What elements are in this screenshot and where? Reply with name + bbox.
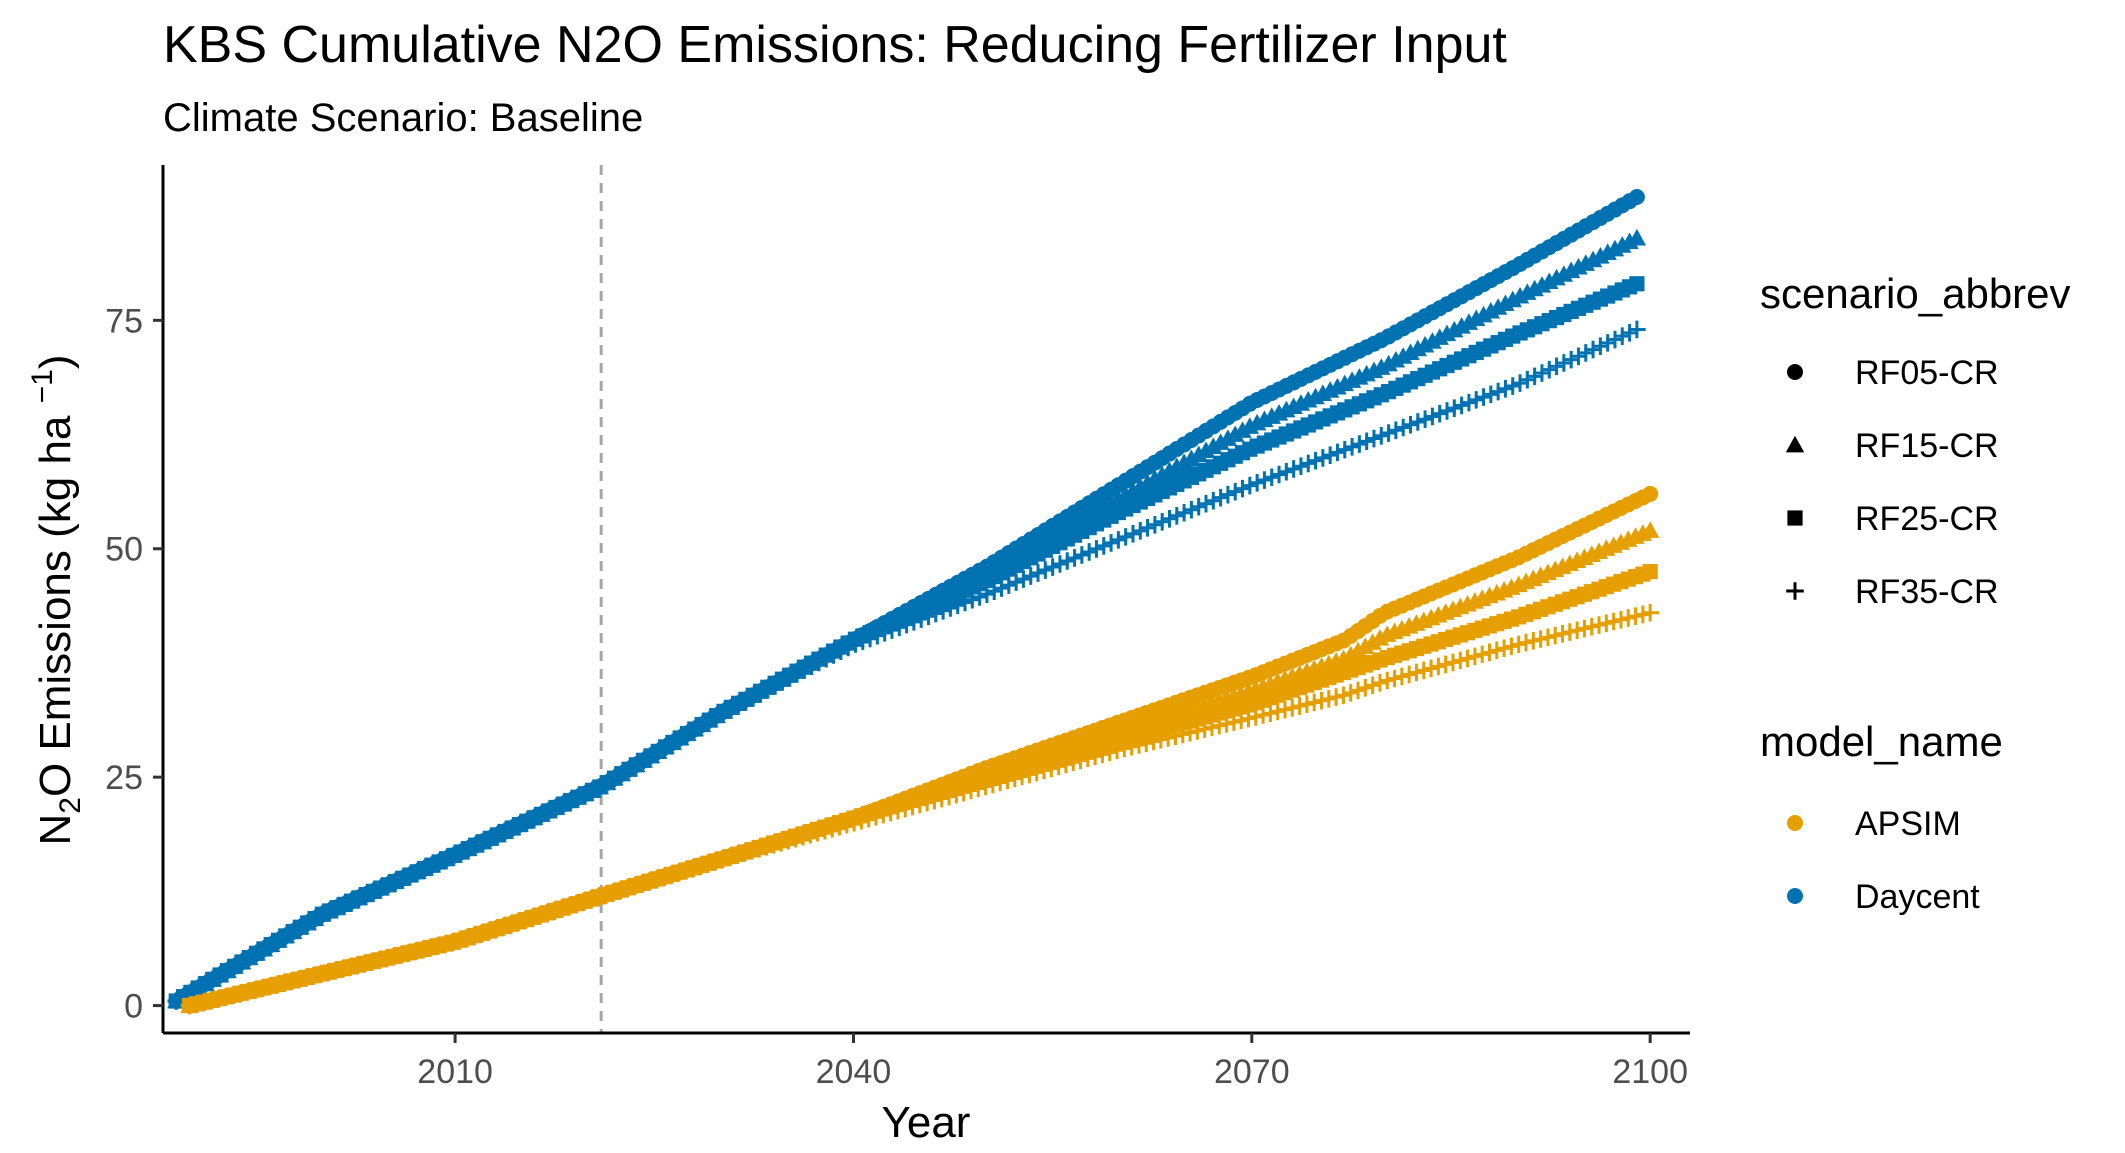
y-tick-label: 0 xyxy=(124,988,143,1026)
legend-model: model_name APSIM Daycent xyxy=(1760,718,2003,916)
y-tick-label: 25 xyxy=(105,759,143,797)
chart-title: KBS Cumulative N2O Emissions: Reducing F… xyxy=(163,16,1507,74)
y-axis-title-main: O Emissions (kg ha xyxy=(31,403,80,797)
legend-key-circle xyxy=(1787,888,1803,904)
legend-label: RF35-CR xyxy=(1855,573,1999,611)
x-tick-label: 2010 xyxy=(417,1053,493,1091)
series-apsim-rf35-cr xyxy=(180,603,1659,1015)
data-point xyxy=(1356,637,1375,654)
legend-item-rf15-cr: RF15-CR xyxy=(1785,427,1999,465)
data-point xyxy=(1642,563,1658,580)
legend-label: RF15-CR xyxy=(1855,427,1999,465)
legend-key-circle xyxy=(1787,815,1803,831)
y-axis-title-subscript: 2 xyxy=(54,797,87,814)
x-tick-label: 2040 xyxy=(816,1053,892,1091)
x-axis: 2010 2040 2070 2100 xyxy=(417,1033,1688,1091)
legend-label: APSIM xyxy=(1855,805,1961,843)
data-point xyxy=(1641,603,1659,622)
y-axis-title-superscript: −1 xyxy=(26,369,59,403)
series-daycent-rf35-cr xyxy=(167,320,1646,1010)
y-axis-title-close: ) xyxy=(31,354,80,369)
chart-subtitle: Climate Scenario: Baseline xyxy=(163,96,643,140)
plot-area xyxy=(167,165,1660,1033)
x-axis-title: Year xyxy=(882,1098,971,1147)
data-point xyxy=(1341,645,1360,663)
x-tick-label: 2070 xyxy=(1214,1053,1290,1091)
x-tick-label: 2100 xyxy=(1612,1053,1688,1091)
legend-label: Daycent xyxy=(1855,878,1980,916)
legend-item-apsim: APSIM xyxy=(1787,805,1961,843)
y-axis-title: N2O Emissions (kg ha −1) xyxy=(26,354,87,845)
svg-text:N2O Emissions (kg ha −1): N2O Emissions (kg ha −1) xyxy=(26,354,87,845)
legend-model-title: model_name xyxy=(1760,718,2003,765)
y-tick-label: 50 xyxy=(105,531,143,569)
y-tick-label: 75 xyxy=(105,302,143,340)
data-point xyxy=(1640,521,1660,538)
legend-label: RF25-CR xyxy=(1855,500,1999,538)
data-point xyxy=(1348,641,1368,659)
series-apsim-rf05-cr xyxy=(181,485,1659,1014)
data-point xyxy=(1642,485,1659,502)
y-axis: 0 25 50 75 xyxy=(105,302,163,1026)
legend-item-rf35-cr: RF35-CR xyxy=(1786,573,1999,611)
legend-key-square xyxy=(1787,510,1803,526)
series-apsim-rf25-cr xyxy=(181,563,1658,1014)
legend-item-rf05-cr: RF05-CR xyxy=(1787,354,1999,392)
legend-key-circle xyxy=(1787,364,1803,380)
y-axis-title-n: N xyxy=(31,814,80,846)
legend-key-plus xyxy=(1786,582,1804,600)
data-point xyxy=(1627,228,1647,246)
legend-scenario-title: scenario_abbrev xyxy=(1760,270,2071,317)
legend-item-rf25-cr: RF25-CR xyxy=(1787,500,1999,538)
data-point xyxy=(1628,320,1646,339)
data-point xyxy=(1629,276,1645,292)
legend-item-daycent: Daycent xyxy=(1787,878,1980,916)
legend-key-triangle xyxy=(1785,435,1805,453)
legend-scenario: scenario_abbrev RF05-CR RF15-CR RF25-CR RF35… xyxy=(1760,270,2071,611)
legend-label: RF05-CR xyxy=(1855,354,1999,392)
data-point xyxy=(1363,633,1382,650)
data-point xyxy=(1628,188,1645,205)
